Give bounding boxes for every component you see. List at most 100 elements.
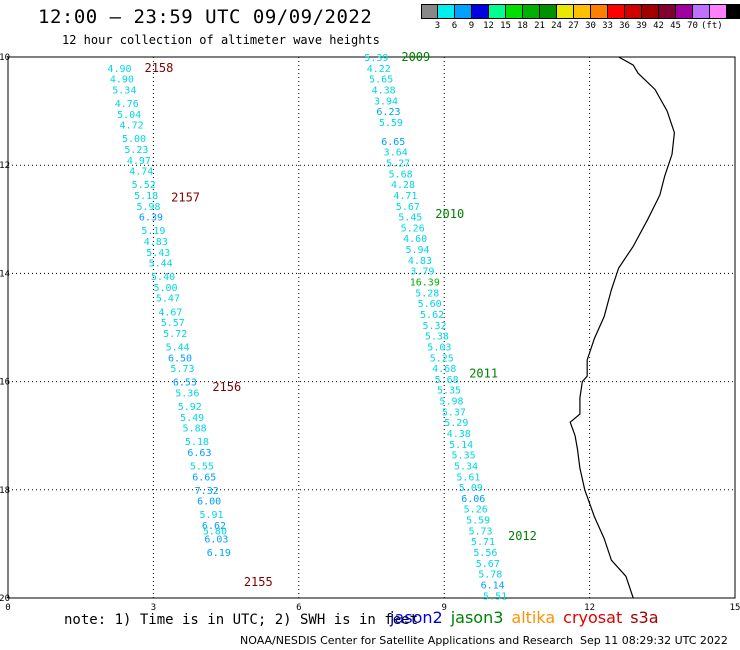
legend-swatch <box>489 4 506 19</box>
credit-line: NOAA/NESDIS Center for Satellite Applica… <box>240 634 574 647</box>
wave-height-label: 5.43 <box>146 248 170 259</box>
coastline <box>569 56 676 599</box>
wave-height-label: 5.32 <box>422 321 446 332</box>
wave-height-label: 4.83 <box>408 256 432 267</box>
wave-height-label: 5.35 <box>437 386 461 397</box>
legend-swatch <box>506 4 523 19</box>
wave-height-label: 4.38 <box>447 429 471 440</box>
wave-height-label: 5.38 <box>425 332 449 343</box>
legend-label: 30 <box>585 21 596 31</box>
page-subtitle: 12 hour collection of altimeter wave hei… <box>62 33 380 47</box>
pass-time-label: 2012 <box>508 529 537 543</box>
satellite-legend: jason2 jason3 altika cryosat s3a <box>390 608 667 627</box>
wave-height-label: 4.71 <box>393 191 417 202</box>
wave-height-label: 5.37 <box>442 407 466 418</box>
wave-height-label: 5.34 <box>454 461 478 472</box>
satellite-jason3: jason3 <box>450 608 504 627</box>
wave-height-label: 5.72 <box>163 329 187 340</box>
wave-height-label: 5.71 <box>471 537 495 548</box>
wave-height-label: 6.06 <box>461 494 485 505</box>
wave-height-label: 5.36 <box>175 388 199 399</box>
legend-swatch <box>591 4 608 19</box>
wave-height-label: 6.53 <box>173 378 197 389</box>
legend-swatches <box>421 4 740 19</box>
wave-height-label: 5.28 <box>415 288 439 299</box>
legend-swatch <box>421 4 438 19</box>
y-tick-label: -16 <box>0 378 10 388</box>
legend-label: 24 <box>551 21 562 31</box>
wave-height-label: 5.14 <box>449 440 473 451</box>
satellite-cryosat: cryosat <box>563 608 623 627</box>
wave-height-label: 5.80 <box>203 526 227 537</box>
wave-height-label: 4.74 <box>129 167 153 178</box>
pass-time-label: 2011 <box>469 366 498 380</box>
wave-height-label: 5.26 <box>464 505 488 516</box>
wave-height-label: 5.57 <box>161 318 185 329</box>
wave-height-label: 5.35 <box>452 451 476 462</box>
wave-height-label: 4.72 <box>120 121 144 132</box>
wave-height-label: 5.23 <box>124 145 148 156</box>
legend-swatch <box>540 4 557 19</box>
wave-height-label: 5.73 <box>469 526 493 537</box>
satellite-s3a: s3a <box>630 608 659 627</box>
wave-height-label: 5.51 <box>483 591 507 602</box>
wave-height-label: 6.23 <box>376 107 400 118</box>
legend-label: 6 <box>451 21 458 31</box>
wave-height-label: 4.28 <box>391 180 415 191</box>
wave-height-label: 5.04 <box>117 110 141 121</box>
legend-labels: 3 6 9 12 15 18 21 24 27 30 33 36 39 42 45 70 (ft) <box>421 21 740 31</box>
wave-height-label: 4.90 <box>110 75 134 86</box>
wave-height-label: 5.73 <box>170 364 194 375</box>
legend-label: 12 <box>483 21 494 31</box>
pass-time-label: 2155 <box>244 575 273 589</box>
wave-height-label: 5.59 <box>379 118 403 129</box>
legend-swatch <box>693 4 710 19</box>
wave-height-label: 5.60 <box>418 299 442 310</box>
wave-height-label: 5.68 <box>435 375 459 386</box>
wave-height-label: 4.68 <box>432 364 456 375</box>
wave-height-label: 6.19 <box>207 548 231 559</box>
y-tick-label: -10 <box>0 53 10 63</box>
legend-swatch <box>557 4 574 19</box>
legend-swatch <box>455 4 472 19</box>
legend-label: (ft) <box>701 21 723 31</box>
legend-swatch <box>574 4 591 19</box>
legend-swatch <box>472 4 489 19</box>
legend-swatch <box>608 4 625 19</box>
wave-height-label: 5.56 <box>473 548 497 559</box>
x-tick-label: 9 <box>441 603 446 613</box>
wave-height-label: 5.03 <box>427 342 451 353</box>
wave-height-label: 4.22 <box>367 64 391 75</box>
wave-height-label: 5.67 <box>476 559 500 570</box>
legend-label: 21 <box>534 21 545 31</box>
legend-label: 27 <box>568 21 579 31</box>
wave-height-label: 5.61 <box>456 472 480 483</box>
wave-height-label: 5.18 <box>185 437 209 448</box>
color-legend: 3 6 9 12 15 18 21 24 27 30 33 36 39 42 45 70 (ft) <box>421 4 740 31</box>
wave-height-label: 5.94 <box>405 245 429 256</box>
wave-height-label: 5.45 <box>398 213 422 224</box>
wave-height-label: 4.83 <box>144 237 168 248</box>
wave-height-label: 3.79 <box>410 267 434 278</box>
footer-note: note: 1) Time is in UTC; 2) SWH is in fe… <box>64 612 419 628</box>
legend-swatch <box>676 4 693 19</box>
wave-height-label: 4.67 <box>158 307 182 318</box>
wave-height-label: 3.94 <box>374 96 398 107</box>
wave-height-label: 4.38 <box>372 85 396 96</box>
wave-height-label: 5.27 <box>386 158 410 169</box>
wave-height-label: 5.91 <box>200 510 224 521</box>
wave-height-label: 5.59 <box>466 516 490 527</box>
legend-swatch <box>727 4 740 19</box>
legend-swatch <box>642 4 659 19</box>
legend-swatch <box>523 4 540 19</box>
wave-height-label: 3.64 <box>384 148 408 159</box>
wave-height-label: 5.98 <box>439 397 463 408</box>
legend-label: 3 <box>434 21 441 31</box>
x-tick-label: 15 <box>730 603 740 613</box>
wave-height-label: 5.00 <box>122 134 146 145</box>
wave-height-label: 5.44 <box>149 259 173 270</box>
wave-height-label: 6.50 <box>168 353 192 364</box>
y-tick-label: -18 <box>0 486 10 496</box>
legend-label: 18 <box>517 21 528 31</box>
